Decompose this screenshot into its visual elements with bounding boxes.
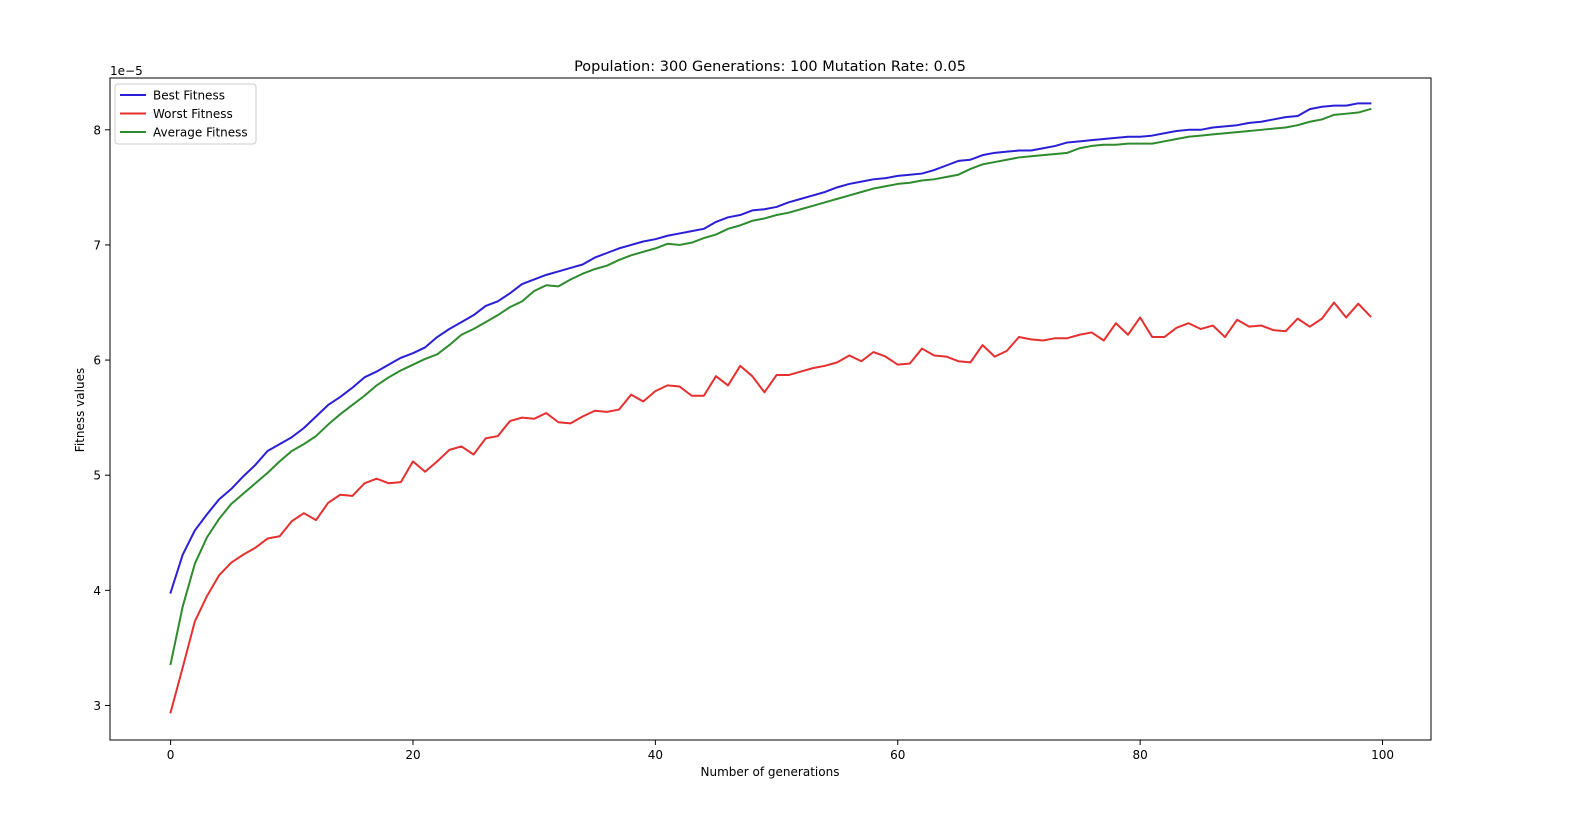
- y-tick-label: 3: [93, 699, 101, 713]
- plot-lines: [169, 102, 1372, 714]
- best-fitness-line: [169, 102, 1372, 594]
- y-tick-label: 7: [93, 238, 101, 252]
- x-axis-ticks: 0 20 40 60 80 100: [167, 740, 1394, 762]
- worst-fitness-line: [169, 301, 1372, 714]
- x-axis-label: Number of generations: [701, 765, 840, 779]
- x-tick-label: 20: [405, 748, 420, 762]
- legend-label-average-fitness: Average Fitness: [153, 126, 248, 140]
- legend-label-worst-fitness: Worst Fitness: [153, 107, 233, 121]
- x-tick-label: 60: [890, 748, 905, 762]
- legend: Best Fitness Worst Fitness Average Fitness: [114, 83, 257, 145]
- x-tick-label: 100: [1371, 748, 1394, 762]
- y-axis-ticks: 3 4 5 6 7 8: [93, 123, 110, 713]
- x-tick-label: 40: [648, 748, 663, 762]
- y-tick-label: 5: [93, 469, 101, 483]
- chart-title: Population: 300 Generations: 100 Mutatio…: [574, 59, 966, 75]
- y-tick-label: 6: [93, 354, 101, 368]
- y-tick-label: 8: [93, 123, 101, 137]
- average-fitness-line: [169, 107, 1372, 666]
- legend-label-best-fitness: Best Fitness: [153, 89, 225, 103]
- y-tick-label: 4: [93, 584, 101, 598]
- y-axis-label: Fitness values: [73, 368, 87, 452]
- x-tick-label: 80: [1132, 748, 1147, 762]
- x-tick-label: 0: [167, 748, 175, 762]
- legend-box: [114, 83, 257, 145]
- plot-frame: [109, 77, 1432, 741]
- y-axis-offset-text: 1e−5: [110, 64, 143, 78]
